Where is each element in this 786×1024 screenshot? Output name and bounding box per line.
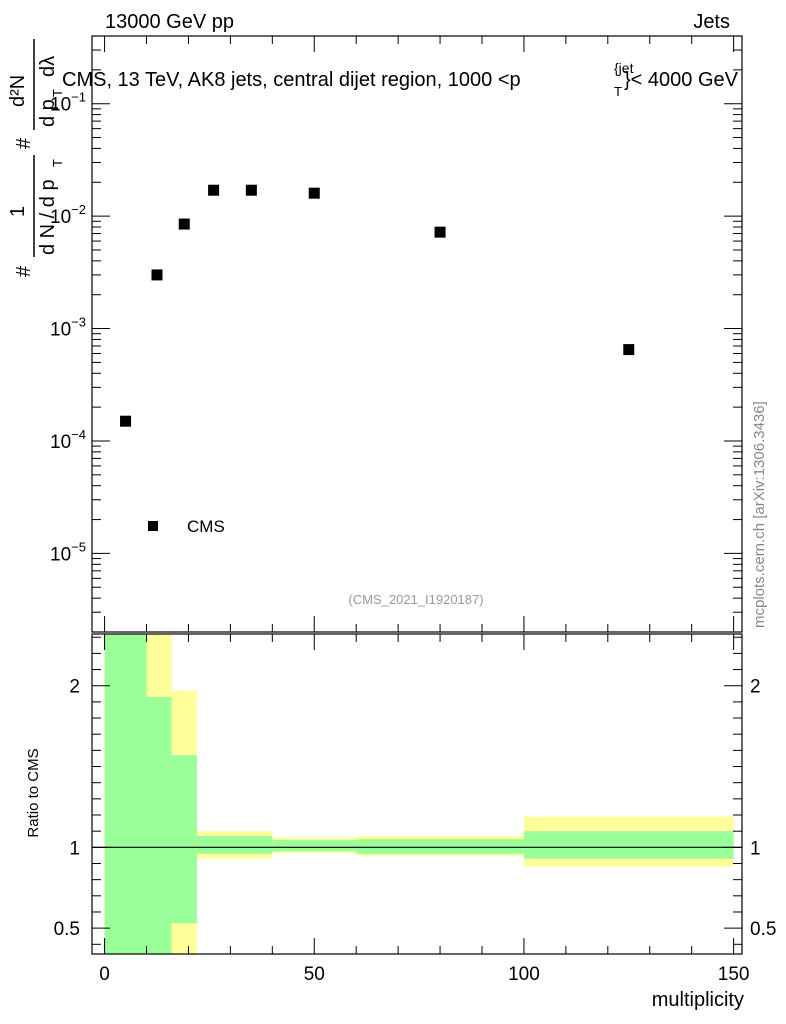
x-tick-label: 100 [508, 964, 540, 985]
lower-tick-marks [92, 634, 742, 954]
legend-label-cms: CMS [187, 517, 225, 536]
ylabel-sub-T-2: T [50, 89, 65, 97]
data-point-cms [208, 184, 220, 196]
upper-y-tick-label: 10−2 [50, 202, 86, 228]
data-point-cms [623, 344, 635, 356]
lower-y-axis-label: Ratio to CMS [25, 748, 42, 837]
data-point-cms [151, 269, 163, 281]
upper-y-tick-labels: 10−1 10−2 10−3 10−4 10−5 [50, 90, 86, 566]
ratio-band-inner [356, 839, 524, 854]
x-tick-label: 150 [718, 964, 750, 985]
data-points [120, 184, 635, 427]
plot-title-tail: }< 4000 GeV [624, 69, 739, 91]
ylabel-den-2: d p [37, 99, 59, 127]
ratio-band-inner [196, 836, 273, 854]
ratio-y-tick-label-left: 1 [69, 838, 80, 859]
ylabel-num-1: 1 [7, 206, 29, 217]
ylabel-den-1: d N / d p [37, 179, 59, 255]
upper-y-axis-label: # 1 d N / d p T # d²N d p T dλ [7, 39, 65, 277]
ylabel-sub-T-1: T [50, 159, 65, 167]
ratio-bands [104, 634, 734, 954]
ratio-band-inner [523, 831, 734, 859]
data-point-cms [120, 415, 132, 427]
plot-title: CMS, 13 TeV, AK8 jets, central dijet reg… [62, 69, 521, 91]
ratio-y-tick-label-left: 0.5 [54, 919, 80, 940]
ratio-band-inner [171, 755, 197, 924]
data-point-cms [434, 226, 446, 238]
upper-frame [91, 35, 743, 633]
ylabel-den-2-tail: dλ [37, 56, 59, 77]
ylabel-hash-2: # [13, 137, 35, 149]
plot-title-main: CMS, 13 TeV, AK8 jets, central dijet reg… [62, 69, 521, 91]
watermark: mcplots.cern.ch [arXiv:1306.3436] [751, 401, 768, 628]
data-point-cms [178, 218, 190, 230]
data-point-cms [308, 187, 320, 199]
lower-frame [91, 633, 743, 955]
plot-title-sub: T [614, 84, 622, 99]
legend-marker-cms [148, 521, 158, 531]
analysis-id: (CMS_2021_I1920187) [348, 592, 483, 607]
ylabel-hash-1: # [13, 265, 35, 277]
upper-y-tick-label: 10−4 [50, 427, 86, 453]
upper-y-tick-label: 10−1 [50, 90, 86, 116]
header-right: Jets [693, 11, 730, 33]
upper-tick-marks [92, 35, 742, 633]
ratio-band-inner [146, 697, 172, 954]
ratio-y-tick-label-right: 1 [750, 838, 761, 859]
header-left: 13000 GeV pp [105, 11, 234, 33]
data-point-cms [245, 184, 257, 196]
lower-tick-labels: 2 2 1 1 0.5 0.5 0 50 100 150 [54, 677, 777, 985]
ratio-y-tick-label-right: 0.5 [750, 919, 776, 940]
x-tick-label: 50 [304, 964, 325, 985]
ratio-ylabel: Ratio to CMS [25, 748, 42, 837]
x-tick-label: 0 [99, 964, 110, 985]
upper-y-tick-label: 10−3 [50, 315, 86, 341]
watermark-text: mcplots.cern.ch [arXiv:1306.3436] [751, 401, 768, 628]
x-axis-label: multiplicity [652, 989, 744, 1011]
upper-y-tick-label: 10−5 [50, 539, 86, 565]
ratio-band-inner [272, 840, 357, 852]
ratio-y-tick-label-left: 2 [69, 677, 80, 698]
plot-title-sup: {jet [614, 60, 634, 76]
ylabel-num-2: d²N [7, 75, 29, 107]
ratio-y-tick-label-right: 2 [750, 677, 761, 698]
ratio-band-inner [104, 634, 147, 954]
